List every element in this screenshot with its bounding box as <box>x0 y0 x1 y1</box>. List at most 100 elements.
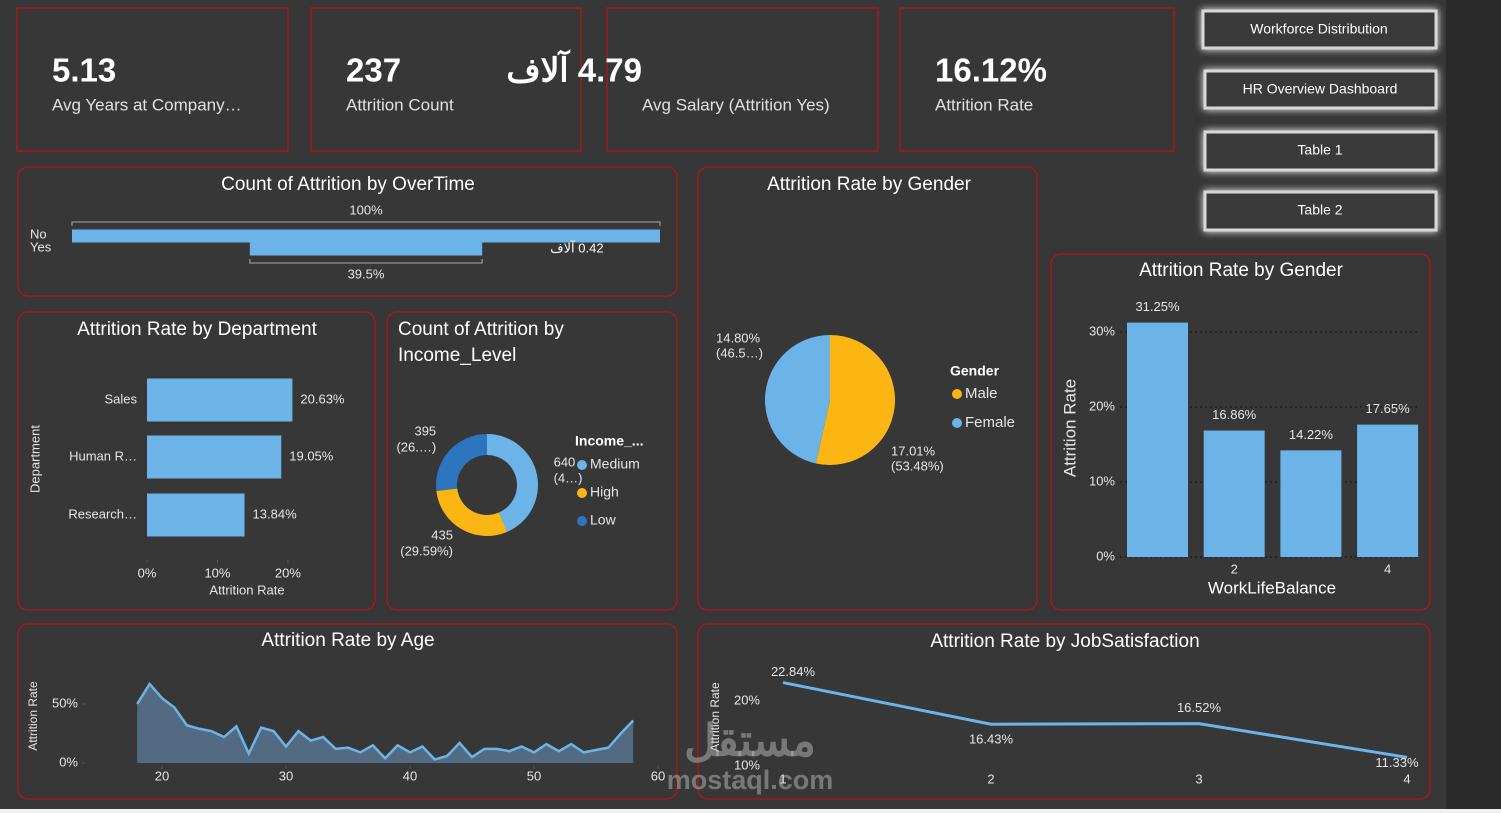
donut-slice <box>487 434 538 532</box>
legend-label: Medium <box>590 456 640 472</box>
category-label: Research… <box>68 506 137 521</box>
value-label: 640 <box>554 455 576 470</box>
funnel-bar <box>72 229 660 243</box>
y-tick-label: 0% <box>59 754 78 769</box>
kpi-label: Avg Years at Company… <box>52 95 242 114</box>
y-tick-label: 50% <box>52 695 78 710</box>
chart-title: Attrition Rate by Gender <box>1139 260 1343 281</box>
bar <box>1357 424 1419 557</box>
bar <box>147 435 282 479</box>
y-tick-label: 0% <box>1096 548 1115 563</box>
value-label: 17.65% <box>1366 401 1411 416</box>
pie-slice <box>764 335 830 464</box>
chart-title: Attrition Rate by Age <box>261 630 434 651</box>
legend-label: High <box>590 484 619 500</box>
kpi-value: 5.13 <box>52 52 116 89</box>
category-label: No <box>30 226 47 241</box>
y-tick-label: 20% <box>1089 398 1115 413</box>
legend-title: Gender <box>950 363 1000 379</box>
legend-swatch <box>952 418 962 428</box>
legend-label: Male <box>965 385 998 402</box>
x-tick-label: 3 <box>1195 771 1202 786</box>
category-label: Yes <box>30 239 52 254</box>
x-tick-label: 50 <box>527 768 541 783</box>
watermark: mostaql.com <box>667 765 834 795</box>
panel <box>697 623 1431 800</box>
y-tick-label: 10% <box>1089 473 1115 488</box>
x-axis-label: WorkLifeBalance <box>1208 578 1336 597</box>
value-label: 16.43% <box>969 732 1014 747</box>
side-strip <box>1446 0 1501 810</box>
x-tick-label: 4 <box>1403 771 1410 786</box>
pie-slice <box>815 335 895 466</box>
donut-slice <box>436 434 487 491</box>
x-tick-label: 20% <box>275 565 301 580</box>
chart-title: Count of Attrition by OverTime <box>221 174 475 195</box>
x-tick-label: 60 <box>651 768 665 783</box>
kpi-value: 16.12% <box>935 52 1047 89</box>
donut-slice <box>436 488 508 536</box>
legend-label: Low <box>590 512 617 528</box>
legend-swatch <box>577 488 587 498</box>
x-tick-label: 20 <box>155 768 169 783</box>
percent-label: (4…) <box>554 471 583 486</box>
value-label: 17.01% <box>891 443 936 458</box>
y-tick-label: 20% <box>734 692 760 707</box>
nav-button[interactable]: Table 2 <box>1203 190 1438 232</box>
value-label: 31.25% <box>1135 299 1180 314</box>
y-axis-label: Attrition Rate <box>1060 379 1079 477</box>
x-tick-label: 1 <box>779 771 786 786</box>
percent-label: 39.5% <box>348 266 385 281</box>
y-tick-label: 10% <box>734 757 760 772</box>
legend-label: Female <box>965 414 1015 431</box>
category-label: Sales <box>104 391 137 406</box>
value-label: 14.22% <box>1289 427 1334 442</box>
bar <box>1127 322 1188 557</box>
legend-swatch <box>577 460 587 470</box>
line <box>782 681 1408 759</box>
value-label: 16.86% <box>1212 407 1257 422</box>
bottom-strip <box>0 809 1501 813</box>
line <box>136 681 635 761</box>
percent-label: (26.…) <box>396 439 436 454</box>
nav-button[interactable]: Workforce Distribution <box>1201 9 1438 50</box>
button-label[interactable]: Table 2 <box>1297 202 1342 218</box>
x-tick-label: 2 <box>1231 561 1238 576</box>
funnel-bar <box>249 242 483 256</box>
button-label[interactable]: Table 1 <box>1297 142 1342 158</box>
chart-title: Count of Attrition by Income_Level <box>398 319 564 366</box>
value-label: 19.05% <box>289 448 334 463</box>
chart-title: Attrition Rate by Department <box>77 319 317 340</box>
share-label: (46.5…) <box>716 345 763 360</box>
value-label: 14.80% <box>716 330 761 345</box>
percent-bracket <box>71 221 661 226</box>
bar <box>147 493 245 537</box>
category-label: Human R… <box>69 448 137 463</box>
percent-label: (29.59%) <box>400 543 453 558</box>
nav-button[interactable]: HR Overview Dashboard <box>1203 69 1438 110</box>
value-label: 22.84% <box>771 664 816 679</box>
y-axis-label: Attrition Rate <box>708 682 722 752</box>
x-tick-label: 2 <box>987 771 994 786</box>
x-tick-label: 10% <box>204 565 230 580</box>
button-label[interactable]: HR Overview Dashboard <box>1243 81 1398 97</box>
bar <box>1203 430 1265 557</box>
value-label: 11.33% <box>1375 755 1419 770</box>
bar <box>1280 450 1342 557</box>
area-fill <box>137 683 634 763</box>
kpi-value: 237 <box>346 52 401 89</box>
chart-title: Attrition Rate by Gender <box>767 174 971 195</box>
kpi-label: Attrition Rate <box>935 95 1033 114</box>
value-label: 0.42 آلاف <box>550 239 603 255</box>
chart-title-box: Count of Attrition by Income_Level <box>398 319 564 366</box>
legend-swatch <box>577 516 587 526</box>
value-label: 16.52% <box>1177 700 1222 715</box>
share-label: (53.48%) <box>891 458 944 473</box>
button-label[interactable]: Workforce Distribution <box>1250 21 1387 37</box>
watermark: مستقل <box>684 717 816 766</box>
value-label: 435 <box>431 527 453 542</box>
legend-title: Income_... <box>575 433 643 449</box>
kpi-label: Attrition Count <box>346 95 454 114</box>
nav-button[interactable]: Table 1 <box>1203 130 1438 172</box>
